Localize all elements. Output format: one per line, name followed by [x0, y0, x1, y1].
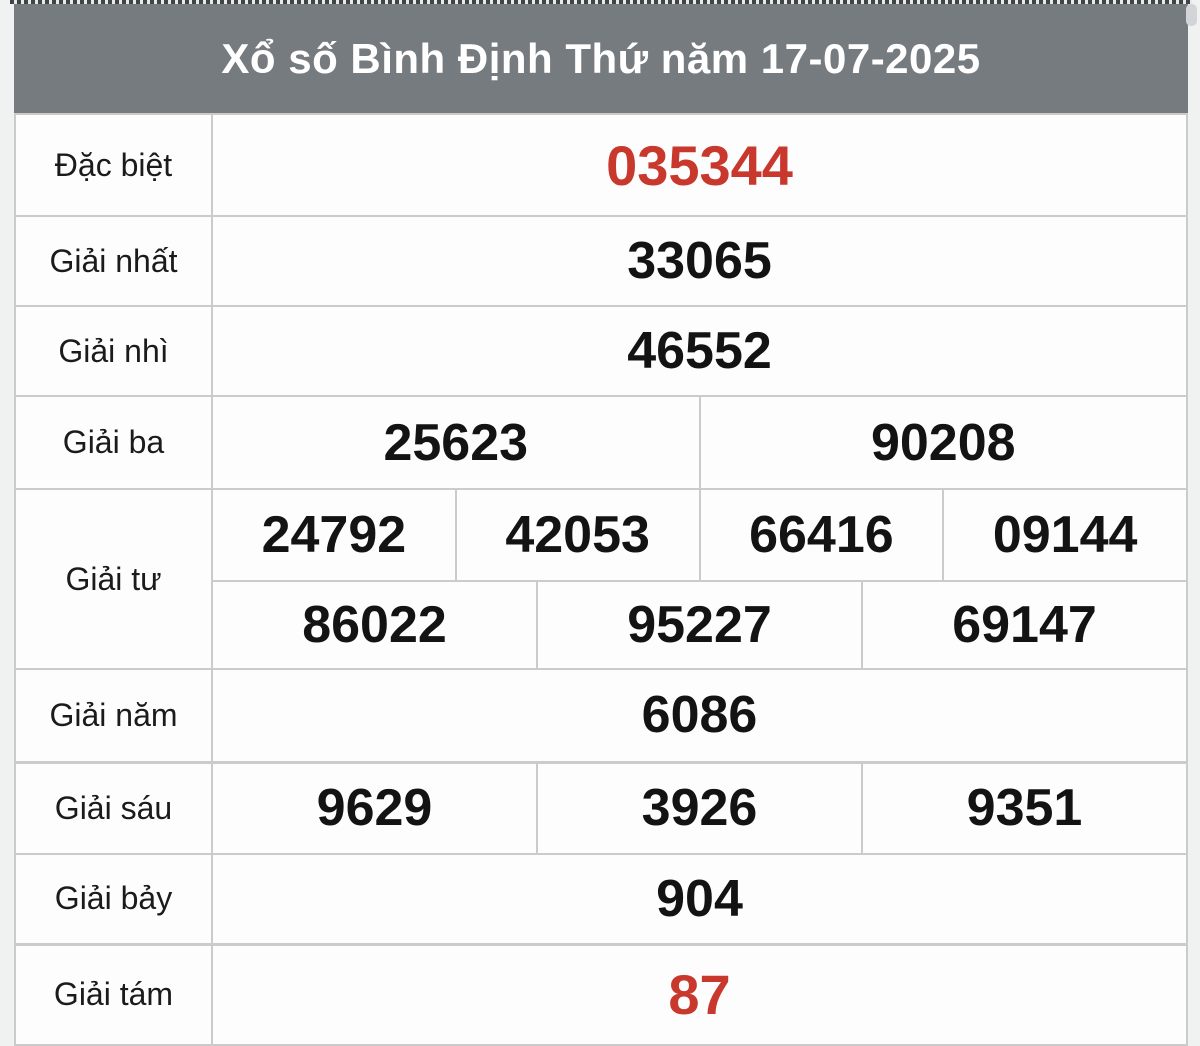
prize-row-giai-tu-1: Giải tư 24792 42053 66416 09144 [14, 488, 1188, 670]
prize-row-giai-tam: Giải tám 87 [14, 942, 1188, 1046]
prize-row-giai-tu-2: 86022 95227 69147 [15, 580, 1188, 670]
prize-value: 25623 [211, 395, 701, 490]
prize-value: 9629 [211, 760, 538, 855]
prize-value: 95227 [536, 580, 863, 670]
prize-row-giai-sau: Giải sáu 9629 3926 9351 [14, 760, 1188, 855]
prize-row-dac-biet: Đặc biệt 035344 [14, 113, 1188, 217]
prize-value: 87 [211, 942, 1188, 1046]
scrollbar-thumb[interactable] [1186, 4, 1197, 26]
prize-label: Đặc biệt [14, 113, 213, 217]
prize-row-giai-nhi: Giải nhì 46552 [14, 305, 1188, 397]
prize-label: Giải nhất [14, 215, 213, 307]
prize-row-giai-bay: Giải bảy 904 [14, 853, 1188, 945]
prize-value: 09144 [942, 488, 1188, 582]
prize-label: Giải tám [14, 942, 213, 1046]
prize-value: 035344 [211, 113, 1188, 217]
prize-value: 3926 [536, 760, 863, 855]
prize-value: 9351 [861, 760, 1188, 855]
prize-label: Giải nhì [14, 305, 213, 397]
prize-value: 46552 [211, 305, 1188, 397]
prize-label: Giải sáu [14, 760, 213, 855]
prize-row-giai-nhat: Giải nhất 33065 [14, 215, 1188, 307]
prize-value: 6086 [211, 668, 1188, 763]
prize-label: Giải năm [14, 668, 213, 763]
prize-value: 90208 [698, 395, 1188, 490]
prize-row-giai-ba: Giải ba 25623 90208 [14, 395, 1188, 490]
prize-row-giai-nam: Giải năm 6086 [14, 668, 1188, 763]
prize-value: 86022 [211, 580, 538, 670]
prize-label: Giải bảy [14, 853, 213, 945]
prize-value: 904 [211, 853, 1188, 945]
prize-value: 42053 [454, 488, 701, 582]
lottery-results-table: Đặc biệt 035344 Giải nhất 33065 Giải nhì… [14, 113, 1188, 1046]
prize-value: 33065 [211, 215, 1188, 307]
page-top-edge-pattern [10, 0, 1192, 4]
prize-label: Giải tư [14, 488, 213, 670]
prize-label: Giải ba [14, 395, 213, 490]
prize-value: 69147 [861, 580, 1188, 670]
prize-value: 24792 [211, 488, 457, 582]
page-title: Xổ số Bình Định Thứ năm 17-07-2025 [221, 34, 981, 82]
prize-value: 66416 [698, 488, 945, 582]
lottery-header: Xổ số Bình Định Thứ năm 17-07-2025 [14, 4, 1188, 113]
